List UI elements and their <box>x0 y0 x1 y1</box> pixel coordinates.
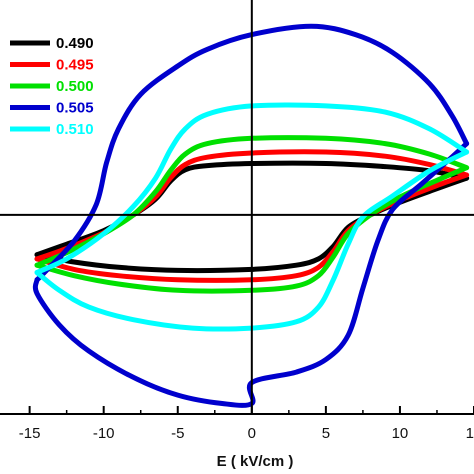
series-0.510 <box>34 102 470 332</box>
legend-label: 0.505 <box>56 100 94 117</box>
series-0.505 <box>32 23 470 408</box>
x-axis-title: E ( kV/cm ) <box>217 453 294 470</box>
series-0.505-lower-branch <box>32 141 470 408</box>
axes-layer: -15 -10 -5 0 5 10 15 <box>0 0 474 442</box>
legend-label: 0.490 <box>56 35 94 52</box>
legend: 0.490 0.495 0.500 0.505 0.510 <box>10 35 94 138</box>
legend-entry: 0.495 <box>10 57 94 74</box>
legend-entry: 0.490 <box>10 35 94 52</box>
x-tick-label: -10 <box>93 425 115 442</box>
x-tick-label: -5 <box>171 425 184 442</box>
x-tick-label: 5 <box>322 425 330 442</box>
legend-label: 0.510 <box>56 121 94 138</box>
legend-entry: 0.500 <box>10 78 94 95</box>
series-0.500-lower-branch <box>34 165 470 294</box>
legend-entry: 0.505 <box>10 100 94 117</box>
series-layer <box>32 23 470 408</box>
series-0.510-upper-branch <box>34 102 470 275</box>
x-tick-label: 10 <box>392 425 409 442</box>
legend-entry: 0.510 <box>10 121 94 138</box>
x-tick-label: -15 <box>19 425 41 442</box>
legend-label: 0.500 <box>56 78 94 95</box>
x-tick-label: 0 <box>248 425 256 442</box>
x-tick-label: 15 <box>466 425 474 442</box>
series-0.510-lower-branch <box>34 149 470 332</box>
legend-label: 0.495 <box>56 57 94 74</box>
series-0.505-upper-branch <box>34 23 470 283</box>
